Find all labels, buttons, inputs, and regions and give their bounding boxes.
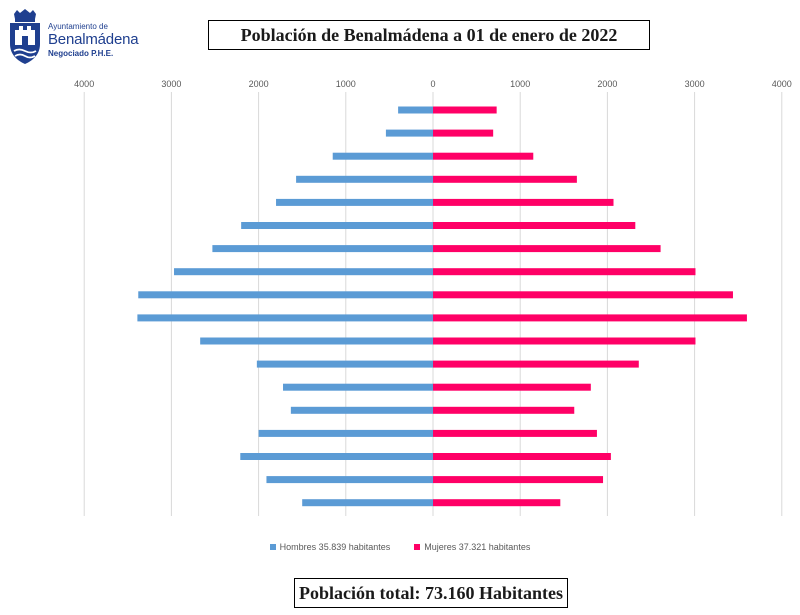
legend-item-mujeres: Mujeres 37.321 habitantes (414, 542, 530, 552)
grid-layer (83, 92, 783, 516)
bar-hombres (174, 268, 434, 276)
bar-hombres (385, 129, 433, 137)
bar-hombres (296, 175, 433, 183)
x-tick-label: 3000 (161, 79, 181, 89)
x-tick-label: 4000 (74, 79, 94, 89)
chart-title: Población de Benalmádena a 01 de enero d… (208, 20, 650, 50)
bar-mujeres (433, 106, 497, 114)
bars-layer (137, 106, 747, 507)
x-tick-label: 1000 (336, 79, 356, 89)
bar-hombres (266, 476, 433, 484)
logo-line-ayuntamiento: Ayuntamiento de (48, 22, 108, 31)
bar-mujeres (433, 429, 597, 437)
bar-hombres (332, 152, 433, 160)
bar-mujeres (433, 337, 696, 345)
bar-mujeres (433, 383, 591, 391)
bar-hombres (276, 198, 433, 206)
logo-line-negociado: Negociado P.H.E. (48, 49, 114, 58)
bar-mujeres (433, 453, 611, 460)
ayuntamiento-logo: Ayuntamiento de Benalmádena Negociado P.… (6, 8, 139, 68)
total-population-label: Población total: 73.160 Habitantes (294, 578, 568, 608)
x-tick-label: 1000 (510, 79, 530, 89)
legend-label-hombres: Hombres 35.839 habitantes (279, 542, 391, 552)
bar-mujeres (433, 245, 661, 253)
bar-mujeres (433, 268, 696, 276)
x-tick-label: 3000 (685, 79, 705, 89)
bar-mujeres (433, 129, 494, 137)
bar-mujeres (433, 175, 577, 183)
bar-hombres (256, 360, 433, 368)
x-axis-tick-labels: 4000 3000 2000 1000 0 1000 2000 3000 4000 (74, 79, 792, 89)
bar-mujeres (433, 198, 614, 206)
legend-item-hombres: Hombres 35.839 habitantes (269, 542, 391, 552)
legend-label-mujeres: Mujeres 37.321 habitantes (424, 542, 531, 552)
coat-of-arms-icon (10, 9, 40, 64)
bar-hombres (138, 291, 433, 299)
bar-mujeres (433, 222, 636, 229)
x-tick-label: 2000 (597, 79, 617, 89)
bar-mujeres (433, 406, 575, 414)
bar-hombres (283, 383, 433, 391)
bar-hombres (241, 222, 433, 229)
x-tick-label: 0 (430, 79, 435, 89)
bar-mujeres (433, 476, 604, 484)
legend-swatch-hombres (269, 544, 276, 550)
x-tick-label: 4000 (772, 79, 792, 89)
legend-swatch-mujeres (414, 544, 421, 550)
bar-mujeres (433, 152, 534, 160)
bar-hombres (398, 106, 433, 114)
logo-line-benalmadena: Benalmádena (48, 31, 139, 48)
bar-mujeres (433, 360, 639, 368)
bar-hombres (200, 337, 433, 345)
bar-hombres (258, 429, 433, 437)
bar-hombres (240, 453, 433, 460)
bar-mujeres (433, 314, 747, 322)
bar-mujeres (433, 499, 561, 507)
bar-hombres (290, 406, 433, 414)
x-tick-label: 2000 (249, 79, 269, 89)
bar-mujeres (433, 291, 733, 299)
chart-legend: Hombres 35.839 habitantes Mujeres 37.321… (0, 542, 800, 552)
bar-hombres (137, 314, 433, 322)
bar-hombres (302, 499, 433, 507)
bar-hombres (212, 245, 433, 253)
